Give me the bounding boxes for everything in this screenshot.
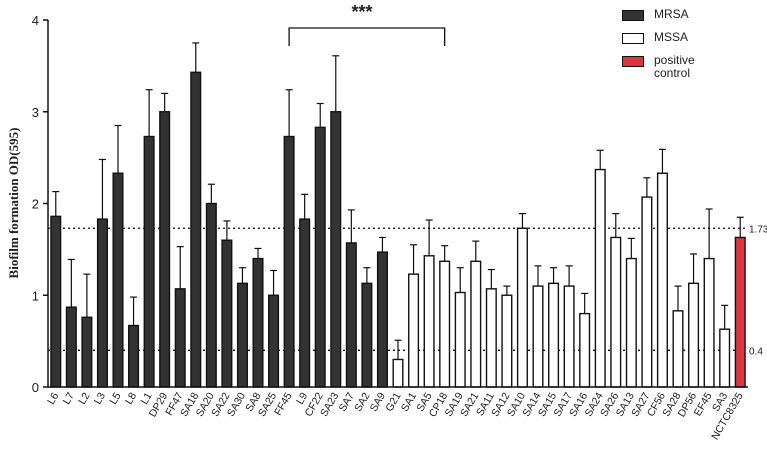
bar <box>174 288 186 388</box>
bar <box>314 126 326 388</box>
reference-label: 1.73 <box>749 224 767 235</box>
bar <box>454 291 466 388</box>
bar <box>81 316 93 388</box>
bar <box>236 282 248 388</box>
x-tick-label: L3 <box>92 390 108 406</box>
bar <box>719 328 731 388</box>
bar <box>128 324 140 388</box>
x-tick-label: L8 <box>123 390 139 406</box>
bar <box>423 255 435 388</box>
bar <box>532 285 544 388</box>
legend-swatch <box>622 56 644 67</box>
y-tick-label: 0 <box>32 380 39 395</box>
bar <box>376 251 388 388</box>
bar <box>688 282 700 388</box>
bar <box>734 236 746 388</box>
bar <box>656 172 668 388</box>
bar <box>143 135 155 388</box>
x-tick-label: SA1 <box>399 390 419 413</box>
x-tick-label: SA2 <box>352 390 372 413</box>
bar <box>594 168 606 388</box>
legend: MRSA MSSA positive control <box>622 8 714 90</box>
bar <box>252 257 264 388</box>
legend-label: MSSA <box>654 30 689 44</box>
y-tick-label: 4 <box>32 13 39 28</box>
y-tick-label: 3 <box>32 105 39 120</box>
significance-bracket <box>288 27 446 46</box>
bar <box>50 215 62 388</box>
legend-swatch <box>622 10 644 21</box>
legend-label: MRSA <box>654 7 689 21</box>
legend-item: MSSA <box>622 31 714 44</box>
legend-swatch <box>622 33 644 44</box>
bar <box>190 71 202 388</box>
significance-label: *** <box>351 2 372 22</box>
y-axis-label: Biofilm formation OD(595) <box>6 128 21 279</box>
legend-item: positive control <box>622 54 714 80</box>
legend-label: positive control <box>654 53 695 80</box>
bar <box>283 135 295 388</box>
bar <box>345 242 357 388</box>
x-tick-label: SA7 <box>337 390 357 413</box>
bar <box>563 285 575 388</box>
bar <box>516 227 528 388</box>
y-tick-label: 1 <box>32 288 39 303</box>
legend-item: MRSA <box>622 8 714 21</box>
bar <box>408 273 420 388</box>
bar <box>299 218 311 388</box>
y-tick-label: 2 <box>32 197 39 212</box>
bar <box>548 282 560 388</box>
bar <box>221 239 233 388</box>
bar <box>485 288 497 388</box>
bar <box>65 306 77 388</box>
bar <box>96 218 108 388</box>
bar <box>361 282 373 388</box>
bar <box>112 172 124 388</box>
bar <box>703 257 715 388</box>
x-tick-label: SA9 <box>368 390 388 413</box>
bar <box>159 111 171 388</box>
bar <box>579 312 591 388</box>
x-tick-label: L9 <box>294 390 310 406</box>
x-tick-label: L7 <box>61 390 77 406</box>
bar <box>439 260 451 388</box>
x-tick-label: L1 <box>138 390 154 406</box>
bar <box>610 236 622 388</box>
bar <box>501 294 513 388</box>
x-tick-label: G21 <box>383 390 403 413</box>
x-tick-label: L6 <box>45 390 61 406</box>
bar <box>470 260 482 388</box>
x-tick-label: L5 <box>107 390 123 406</box>
bar <box>672 310 684 388</box>
reference-label: 0.4 <box>749 346 763 357</box>
bar <box>205 202 217 388</box>
bar <box>268 294 280 388</box>
bar <box>392 358 404 388</box>
bar <box>641 196 653 388</box>
x-tick-label: L2 <box>76 390 92 406</box>
bar <box>625 257 637 388</box>
bar <box>330 111 342 388</box>
